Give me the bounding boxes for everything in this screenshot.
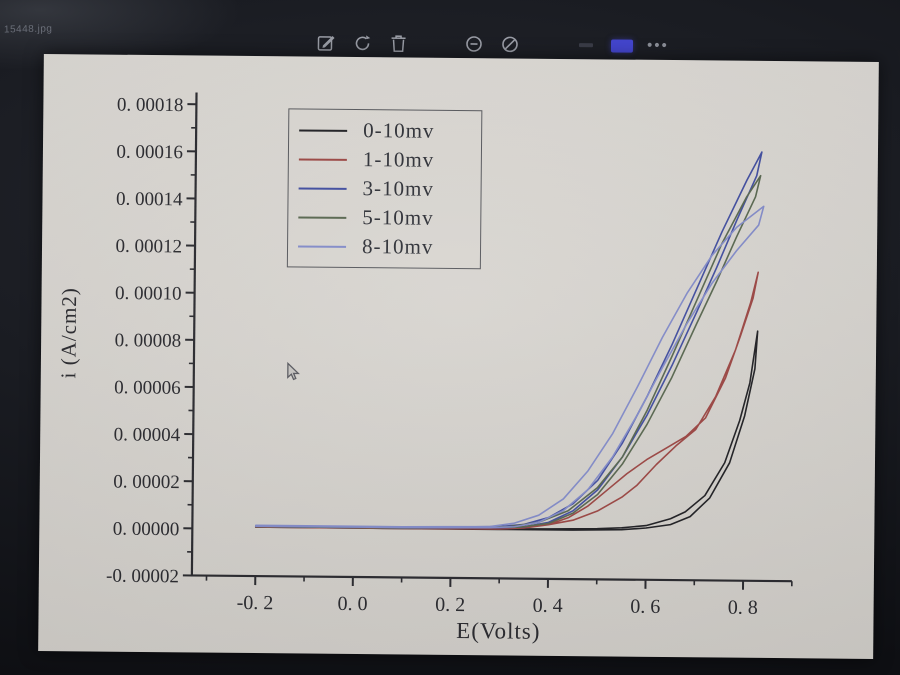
legend-line-sample: [298, 186, 347, 190]
edit-icon[interactable]: [315, 31, 337, 53]
more-options-icon[interactable]: •••: [647, 36, 669, 55]
legend-line-sample: [298, 244, 347, 248]
y-tick-label: 0. 00010: [115, 283, 182, 305]
y-tick-label: -0. 00002: [106, 566, 179, 588]
x-axis-line: [190, 574, 792, 583]
y-tick-label: 0. 00016: [116, 142, 183, 164]
cv-curve-3-10mv: [254, 151, 763, 529]
x-axis-title: E(Volts): [456, 617, 541, 644]
legend-item: 3-10mv: [298, 173, 472, 204]
delete-icon[interactable]: [387, 32, 409, 54]
y-tick-label: 0. 00000: [113, 519, 180, 541]
legend-line-sample: [298, 215, 347, 219]
chart-legend: 0-10mv 1-10mv 3-10mv 5-10mv 8-10mv: [286, 108, 483, 270]
legend-item: 0-10mv: [299, 115, 473, 146]
cv-curve-1-10mv: [254, 271, 760, 530]
y-tick-label: 0. 00012: [115, 236, 182, 258]
mouse-cursor-arrow: [287, 361, 300, 381]
x-tick-label: 0. 4: [533, 595, 563, 617]
rotate-icon[interactable]: [351, 32, 373, 54]
x-tick-label: 0. 8: [728, 597, 758, 619]
legend-label: 0-10mv: [363, 118, 435, 143]
x-tick-label: 0. 2: [435, 594, 465, 616]
legend-line-sample: [299, 128, 348, 132]
photo-image[interactable]: -0. 2 0. 0 0. 2 0. 4 0. 6 0. 8 -0. 00002 0. 000…: [38, 54, 879, 659]
x-tick-label: 0. 0: [337, 593, 367, 615]
window-filename: 15448.jpg: [3, 23, 53, 36]
minimize-icon[interactable]: [575, 34, 597, 56]
legend-label: 8-10mv: [361, 234, 434, 259]
legend-label: 3-10mv: [362, 176, 435, 201]
active-window-indicator[interactable]: [610, 34, 634, 56]
circle-minus-icon[interactable]: [463, 33, 485, 55]
toolbar: •••: [315, 26, 669, 61]
y-tick-label: 0. 00004: [114, 424, 181, 446]
y-tick-label: 0. 00008: [115, 330, 182, 352]
legend-line-sample: [298, 157, 347, 161]
y-axis-title: i (A/cm2): [56, 287, 82, 379]
y-axis-line: [190, 92, 198, 576]
cv-curve-8-10mv: [254, 205, 765, 529]
cv-curve-0-10mv: [254, 330, 759, 531]
legend-item: 8-10mv: [298, 231, 472, 262]
legend-item: 5-10mv: [298, 202, 472, 233]
cv-curve-5-10mv: [254, 174, 762, 529]
legend-label: 1-10mv: [362, 147, 435, 172]
x-tick-label: -0. 2: [237, 592, 274, 614]
legend-label: 5-10mv: [362, 205, 434, 230]
y-tick-label: 0. 00002: [113, 471, 180, 493]
y-tick-label: 0. 00014: [116, 189, 183, 211]
y-tick-label: 0. 00006: [114, 377, 181, 399]
x-tick-label: 0. 6: [630, 596, 660, 618]
legend-item: 1-10mv: [298, 144, 473, 175]
y-tick-label: 0. 00018: [117, 94, 184, 116]
circle-slash-icon[interactable]: [499, 33, 521, 55]
chart-canvas: -0. 2 0. 0 0. 2 0. 4 0. 6 0. 8 -0. 00002 0. 000…: [106, 92, 793, 619]
